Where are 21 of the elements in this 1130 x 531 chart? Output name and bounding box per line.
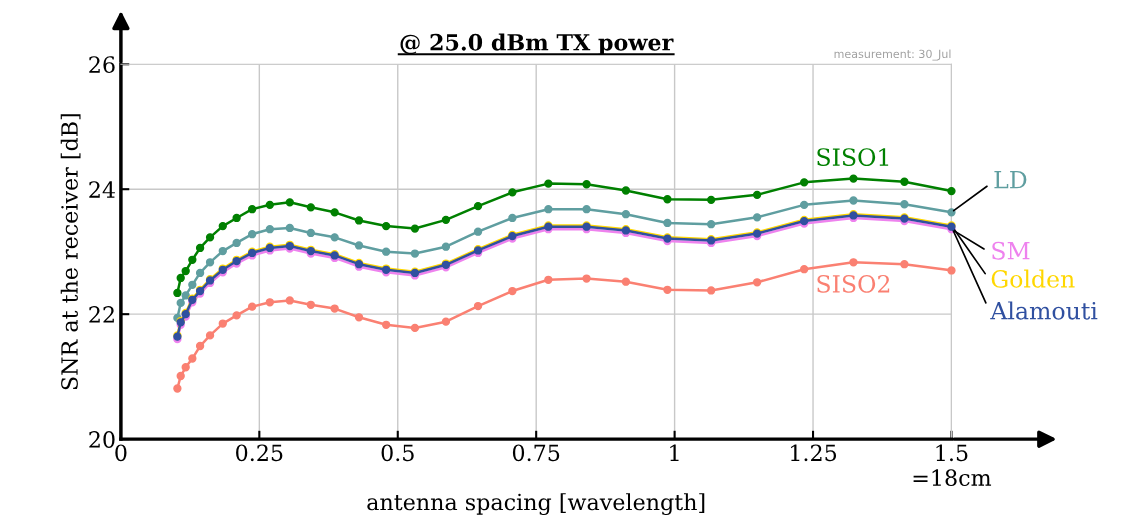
x-tick-label: 0 <box>115 444 127 462</box>
series-label: LD <box>994 171 1027 189</box>
y-tick-label: 24 <box>89 181 115 198</box>
x-tick-label: 0.75 <box>512 444 560 462</box>
x-tick-label: 1 <box>670 444 679 461</box>
text: measurement: 30_Jul <box>834 49 951 61</box>
chart-title: @ 25.0 dBm TX power <box>400 33 674 55</box>
series-label: SM <box>992 241 1030 260</box>
text: Alamouti <box>990 301 1098 320</box>
x-tick-label: 0.5 <box>381 444 414 462</box>
x-axis-title: antenna spacing [wavelength] <box>367 493 705 515</box>
x-tick-label: 1.25 <box>791 444 837 462</box>
y-axis-title: SNR at the receiver [dB] <box>60 114 81 390</box>
series-label: SISO1 <box>817 148 889 166</box>
text: Golden <box>991 269 1075 288</box>
series-label: SISO2 <box>817 274 890 293</box>
y-tick-label: 26 <box>89 56 115 74</box>
x-tick-label: 1.5 =18cm <box>913 444 992 487</box>
y-tick-label: 22 <box>89 306 114 323</box>
x-tick-label: 0.25 <box>236 444 283 462</box>
y-tick-label: 20 <box>89 431 115 448</box>
